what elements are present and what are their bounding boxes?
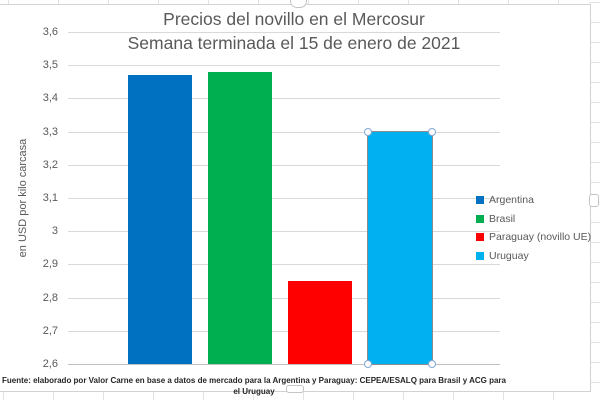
chart-area[interactable]: Precios del novillo en el Mercosur Seman… — [0, 4, 592, 396]
spreadsheet-cells-bottom[interactable] — [0, 390, 600, 400]
y-tick-label: 2,7 — [42, 325, 58, 337]
y-tick-label: 2,8 — [42, 292, 58, 304]
y-tick-label: 3,5 — [42, 59, 58, 71]
legend-item-uruguay[interactable]: Uruguay — [476, 247, 588, 266]
gridline — [68, 132, 500, 133]
chart-resize-handle-right[interactable] — [589, 194, 599, 207]
legend-item-brasil[interactable]: Brasil — [476, 210, 588, 229]
legend-swatch-uruguay — [476, 251, 484, 260]
gridline — [68, 231, 500, 232]
chart-title-line1: Precios del novillo en el Mercosur — [163, 9, 425, 29]
y-tick-label: 2,6 — [42, 358, 58, 370]
y-tick-label: 3,4 — [42, 92, 58, 104]
legend-item-paraguay-novillo-ue[interactable]: Paraguay (novillo UE) — [476, 228, 592, 247]
legend-swatch-paraguay-novillo-ue — [476, 233, 484, 242]
y-tick-label: 3 — [51, 225, 58, 237]
legend-label: Brasil — [489, 212, 516, 225]
x-axis-line — [68, 364, 500, 365]
y-tick-label: 3,2 — [42, 159, 58, 171]
gridline — [68, 65, 500, 66]
legend-swatch-argentina — [476, 196, 484, 205]
legend-item-argentina[interactable]: Argentina — [476, 191, 588, 210]
gridline — [68, 98, 500, 99]
chart-resize-handle-bottom[interactable] — [286, 385, 304, 393]
bar-argentina[interactable] — [128, 75, 192, 364]
bar-brasil[interactable] — [208, 71, 272, 364]
legend-label: Paraguay (novillo UE) — [489, 231, 592, 244]
gridline — [68, 198, 500, 199]
y-tick-label: 2,9 — [42, 258, 58, 270]
legend-label: Uruguay — [489, 249, 529, 262]
chart-title-line2: Semana terminada el 15 de enero de 2021 — [127, 32, 461, 53]
selection-handle-bottom-right[interactable] — [428, 359, 436, 368]
y-tick-label: 3,6 — [42, 26, 58, 38]
gridline — [68, 264, 500, 265]
source-note: Fuente: elaborado por Valor Carne en bas… — [1, 376, 506, 396]
gridline — [68, 298, 500, 299]
gridline — [68, 331, 500, 332]
selection-handle-top-right[interactable] — [428, 127, 436, 136]
gridline — [68, 165, 500, 166]
legend-swatch-brasil — [476, 214, 484, 223]
bar-uruguay[interactable] — [364, 127, 436, 368]
y-tick-label: 3,3 — [42, 126, 58, 138]
chart-title[interactable]: Precios del novillo en el Mercosur Seman… — [0, 8, 588, 55]
legend-label: Argentina — [489, 194, 534, 207]
selection-handle-top-left[interactable] — [364, 127, 372, 136]
y-tick-label: 3,1 — [42, 192, 58, 204]
gridline — [68, 32, 500, 33]
legend[interactable]: Argentina Brasil Paraguay (novillo UE) Urug… — [476, 191, 592, 266]
bar-paraguay-novillo-ue[interactable] — [288, 281, 352, 364]
selection-handle-bottom-left[interactable] — [364, 359, 372, 368]
